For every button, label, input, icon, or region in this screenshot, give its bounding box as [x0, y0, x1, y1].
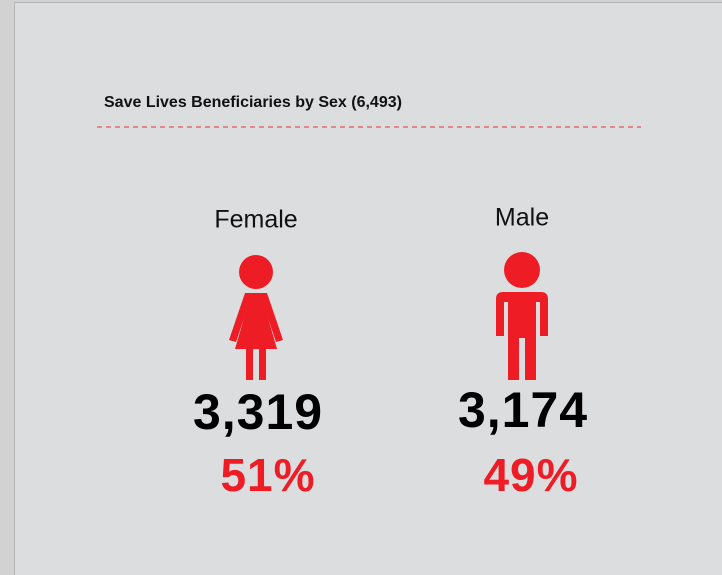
group-label: Male	[495, 204, 549, 232]
group-percent: 49%	[483, 449, 578, 501]
group-count: 3,319	[193, 384, 323, 440]
group-label: Female	[214, 206, 297, 234]
female-icon	[229, 255, 283, 380]
panel	[14, 2, 722, 575]
group-count: 3,174	[458, 382, 588, 438]
group-percent: 51%	[220, 449, 315, 501]
title: Save Lives Beneficiaries by Sex (6,493)	[104, 94, 402, 111]
male-icon	[496, 252, 548, 380]
